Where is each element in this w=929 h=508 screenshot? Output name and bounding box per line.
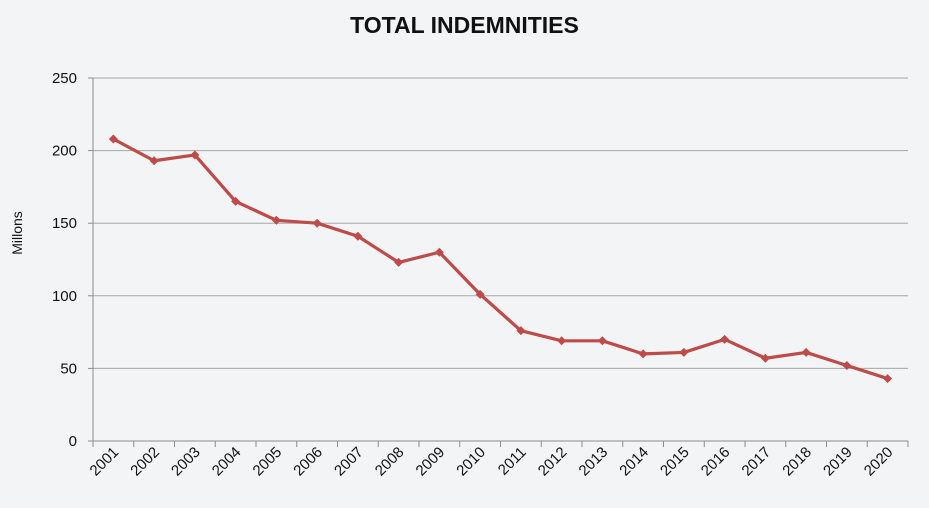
x-tick-label-2013: 2013 bbox=[576, 444, 612, 480]
data-point-2010 bbox=[475, 289, 485, 299]
y-tick-labels: 0 50 100 150 200 250 bbox=[52, 70, 77, 450]
x-tick-label-2007: 2007 bbox=[331, 444, 367, 480]
series-line bbox=[111, 137, 890, 381]
data-point-2003 bbox=[190, 150, 200, 160]
series bbox=[108, 134, 893, 384]
x-tick-label-2017: 2017 bbox=[739, 444, 775, 480]
data-point-2017 bbox=[760, 353, 770, 363]
x-tick-labels: 2001 2002 2003 2004 2005 2006 2007 2008 2009 2010… bbox=[87, 444, 897, 480]
data-point-2013 bbox=[597, 336, 607, 346]
x-tick-label-2004: 2004 bbox=[209, 444, 245, 480]
x-tick-label-2001: 2001 bbox=[87, 444, 123, 480]
x-tick-label-2006: 2006 bbox=[290, 444, 326, 480]
y-tick-label: 50 bbox=[60, 360, 77, 377]
data-point-2008 bbox=[394, 257, 404, 267]
data-point-2020 bbox=[883, 374, 893, 384]
x-tick-label-2018: 2018 bbox=[779, 444, 815, 480]
y-tick-label: 150 bbox=[52, 215, 77, 232]
data-point-2019 bbox=[842, 360, 852, 370]
y-tick-label: 100 bbox=[52, 288, 77, 305]
y-axis-label: Millons bbox=[9, 211, 25, 255]
data-point-2009 bbox=[434, 247, 444, 257]
y-tick-label: 250 bbox=[52, 70, 77, 87]
x-tick-label-2012: 2012 bbox=[535, 444, 571, 480]
axes bbox=[88, 77, 909, 447]
data-point-2001 bbox=[108, 134, 118, 144]
x-tick-label-2020: 2020 bbox=[861, 444, 897, 480]
x-tick-label-2011: 2011 bbox=[495, 444, 530, 479]
data-point-2016 bbox=[720, 334, 730, 344]
data-point-2007 bbox=[353, 231, 363, 241]
data-point-2015 bbox=[679, 347, 689, 357]
chart-title: TOTAL INDEMNITIES bbox=[350, 12, 579, 38]
data-point-2002 bbox=[149, 156, 159, 166]
x-tick-label-2002: 2002 bbox=[127, 444, 163, 480]
x-tick-label-2008: 2008 bbox=[372, 444, 408, 480]
data-point-2004 bbox=[231, 196, 241, 206]
data-point-2005 bbox=[271, 215, 281, 225]
x-tick-label-2016: 2016 bbox=[698, 444, 734, 480]
x-tick-label-2003: 2003 bbox=[168, 444, 204, 480]
data-point-2006 bbox=[312, 218, 322, 228]
y-tick-label: 0 bbox=[69, 433, 77, 450]
data-point-2014 bbox=[638, 349, 648, 359]
y-tick-label: 200 bbox=[52, 143, 77, 160]
x-tick-label-2019: 2019 bbox=[820, 444, 856, 480]
data-point-2018 bbox=[801, 347, 811, 357]
x-tick-label-2005: 2005 bbox=[250, 444, 286, 480]
data-point-2012 bbox=[557, 336, 567, 346]
gridlines bbox=[93, 77, 908, 369]
x-tick-label-2014: 2014 bbox=[616, 444, 652, 480]
x-tick-label-2015: 2015 bbox=[657, 444, 693, 480]
x-tick-label-2009: 2009 bbox=[413, 444, 449, 480]
x-tick-label-2010: 2010 bbox=[453, 444, 489, 480]
data-point-2011 bbox=[516, 326, 526, 336]
